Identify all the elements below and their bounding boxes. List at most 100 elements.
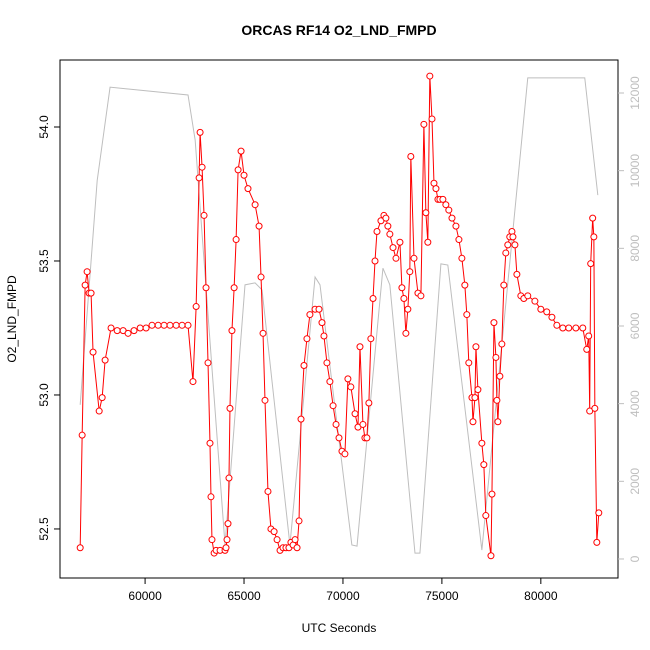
data-point xyxy=(445,206,453,214)
data-point xyxy=(257,273,265,281)
data-point xyxy=(465,359,473,367)
data-point xyxy=(226,404,234,412)
x-tick-label: 70000 xyxy=(326,589,360,603)
x-axis-label: UTC Seconds xyxy=(302,621,377,635)
data-point xyxy=(206,439,214,447)
data-point xyxy=(184,321,192,329)
data-point xyxy=(392,254,400,262)
data-point xyxy=(572,324,580,332)
data-point xyxy=(200,211,208,219)
data-point xyxy=(543,308,551,316)
data-point xyxy=(369,294,377,302)
data-point xyxy=(371,257,379,265)
x-tick-label: 75000 xyxy=(425,589,459,603)
data-point xyxy=(270,528,278,536)
y-tick-label: 54.0 xyxy=(37,115,51,139)
data-point xyxy=(83,268,91,276)
data-point xyxy=(291,536,299,544)
data-point xyxy=(589,214,597,222)
data-point xyxy=(202,284,210,292)
data-point xyxy=(428,115,436,123)
data-point xyxy=(509,233,517,241)
plot-box xyxy=(59,59,619,579)
data-point xyxy=(204,359,212,367)
data-point xyxy=(255,222,263,230)
data-point xyxy=(386,230,394,238)
data-point xyxy=(130,327,138,335)
data-point xyxy=(323,359,331,367)
data-point xyxy=(259,329,267,337)
data-point xyxy=(208,536,216,544)
data-point xyxy=(482,512,490,520)
chart-title: ORCAS RF14 O2_LND_FMPD xyxy=(241,22,436,38)
data-point xyxy=(492,353,500,361)
data-point xyxy=(463,311,471,319)
x-tick-label: 80000 xyxy=(524,589,558,603)
data-point xyxy=(448,214,456,222)
data-point xyxy=(189,378,197,386)
data-point xyxy=(502,249,510,257)
data-point xyxy=(351,410,359,418)
y-axis-label: O2_LND_FMPD xyxy=(5,275,19,363)
data-point xyxy=(410,254,418,262)
data-point xyxy=(359,420,367,428)
y2-tick-label: 4000 xyxy=(628,390,642,417)
data-point xyxy=(251,201,259,209)
y2-tick-label: 2000 xyxy=(628,468,642,495)
data-point xyxy=(228,327,236,335)
data-point xyxy=(315,305,323,313)
data-point xyxy=(422,209,430,217)
data-point xyxy=(113,327,121,335)
y-tick-label: 53.0 xyxy=(37,383,51,407)
data-point xyxy=(382,214,390,222)
data-point xyxy=(172,321,180,329)
data-point xyxy=(230,284,238,292)
data-point xyxy=(439,195,447,203)
data-point xyxy=(160,321,168,329)
data-point xyxy=(452,222,460,230)
data-point xyxy=(461,281,469,289)
data-point xyxy=(455,236,463,244)
data-point xyxy=(124,329,132,337)
data-point xyxy=(300,361,308,369)
data-point xyxy=(240,171,248,179)
x-tick-label: 65000 xyxy=(227,589,261,603)
data-point xyxy=(402,329,410,337)
data-point xyxy=(318,319,326,327)
data-point xyxy=(166,321,174,329)
y2-tick-label: 6000 xyxy=(628,312,642,339)
data-point xyxy=(320,332,328,340)
data-point xyxy=(225,474,233,482)
data-point xyxy=(432,185,440,193)
data-point xyxy=(553,321,561,329)
data-point xyxy=(356,343,364,351)
data-point xyxy=(222,544,230,552)
data-point xyxy=(585,332,593,340)
data-point xyxy=(469,418,477,426)
data-point xyxy=(306,311,314,319)
data-point xyxy=(583,345,591,353)
data-point xyxy=(76,544,84,552)
data-point xyxy=(363,434,371,442)
data-point xyxy=(384,222,392,230)
data-point xyxy=(234,166,242,174)
data-point xyxy=(178,321,186,329)
data-point xyxy=(87,289,95,297)
data-point xyxy=(531,297,539,305)
data-point xyxy=(367,335,375,343)
data-point xyxy=(295,517,303,525)
data-point xyxy=(232,236,240,244)
data-point xyxy=(389,244,397,252)
data-point xyxy=(297,415,305,423)
data-point xyxy=(590,233,598,241)
data-point xyxy=(593,538,601,546)
data-point xyxy=(335,434,343,442)
series-line xyxy=(79,76,600,556)
data-point xyxy=(488,490,496,498)
data-point xyxy=(511,241,519,249)
data-point xyxy=(223,536,231,544)
data-point xyxy=(303,335,311,343)
data-point xyxy=(95,407,103,415)
data-point xyxy=(426,72,434,80)
x-tick-label: 60000 xyxy=(128,589,162,603)
